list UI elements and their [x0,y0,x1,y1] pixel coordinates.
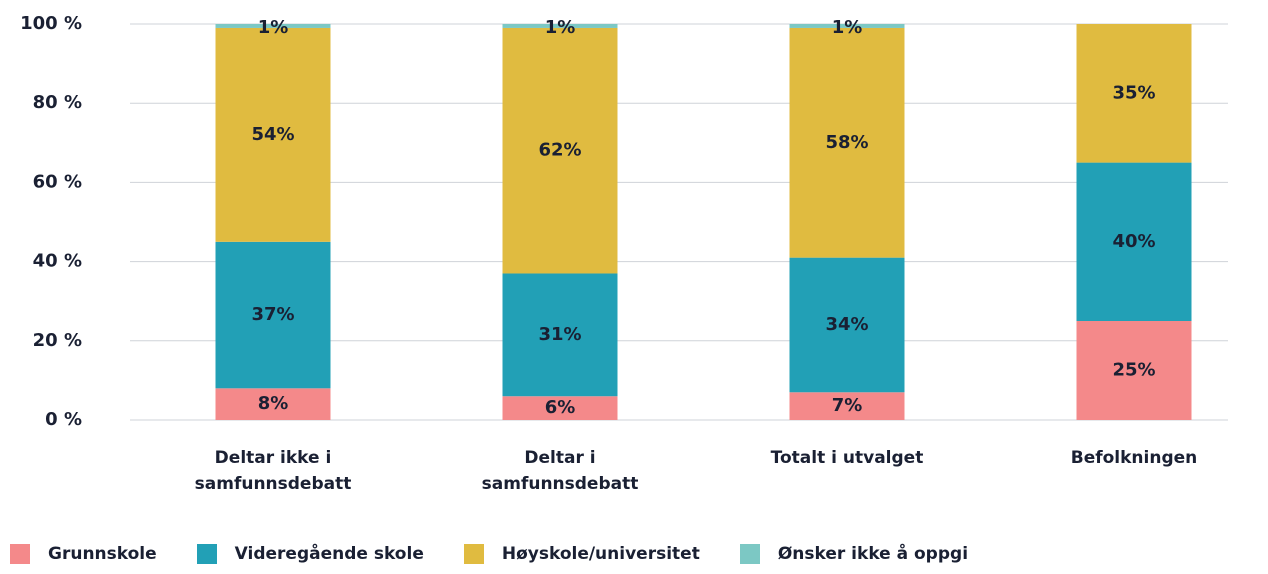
legend-label: Høyskole/universitet [501,544,700,564]
data-label: 58% [825,132,868,153]
x-tick-label: Befolkningen [1070,448,1198,468]
bar-segment [789,392,905,420]
bar-segment [215,388,331,420]
legend-item: Videregående skole [196,544,424,564]
bar-segment [215,241,331,389]
y-tick-label: 100 % [20,13,82,34]
data-label: 1% [545,17,576,38]
bar-segment [502,27,618,274]
data-label: 6% [545,397,576,418]
data-label: 62% [538,140,581,161]
legend-label: Videregående skole [234,544,424,564]
legend-swatch [196,544,217,564]
data-label: 31% [538,324,581,345]
bar-segment [1076,321,1192,420]
data-label: 40% [1112,231,1155,252]
bar-segment [1076,162,1192,321]
bar-segment [789,24,905,28]
bar-segment [502,273,618,397]
bar-segment [789,27,905,258]
x-tick-label: Deltar i samfunnsdebatt [481,448,639,494]
legend-label: Grunnskole [48,544,157,564]
bar-segment [215,27,331,242]
data-label: 25% [1112,360,1155,381]
bar-segment [215,24,331,28]
legend-swatch [739,544,760,564]
data-label: 37% [251,304,294,325]
legend-swatch [463,544,484,564]
x-tick-label: Deltar ikke i samfunnsdebatt [194,448,352,494]
y-tick-label: 80 % [33,92,82,113]
data-label: 54% [251,124,294,145]
legend-label: Ønsker ikke å oppgi [777,544,969,564]
data-label: 34% [825,314,868,335]
y-tick-label: 20 % [33,330,82,351]
bar-segment [502,396,618,420]
legend-item: Ønsker ikke å oppgi [739,544,969,564]
data-label: 1% [832,17,863,38]
legend-swatch [10,544,30,564]
bar-segment [1076,24,1192,163]
legend-item: Grunnskole [10,544,157,564]
bar-segment [789,257,905,393]
data-label: 35% [1112,82,1155,103]
legend: Grunnskole Videregående skole Høyskole/uni… [10,544,968,564]
y-tick-label: 60 % [33,171,82,192]
legend-item: Høyskole/universitet [463,544,700,564]
bar-segment [502,24,618,28]
y-tick-label: 0 % [45,409,82,430]
data-label: 7% [832,395,863,416]
data-label: 8% [258,393,289,414]
x-tick-label: Totalt i utvalget [770,448,924,468]
data-label: 1% [258,17,289,38]
y-tick-label: 40 % [33,251,82,272]
